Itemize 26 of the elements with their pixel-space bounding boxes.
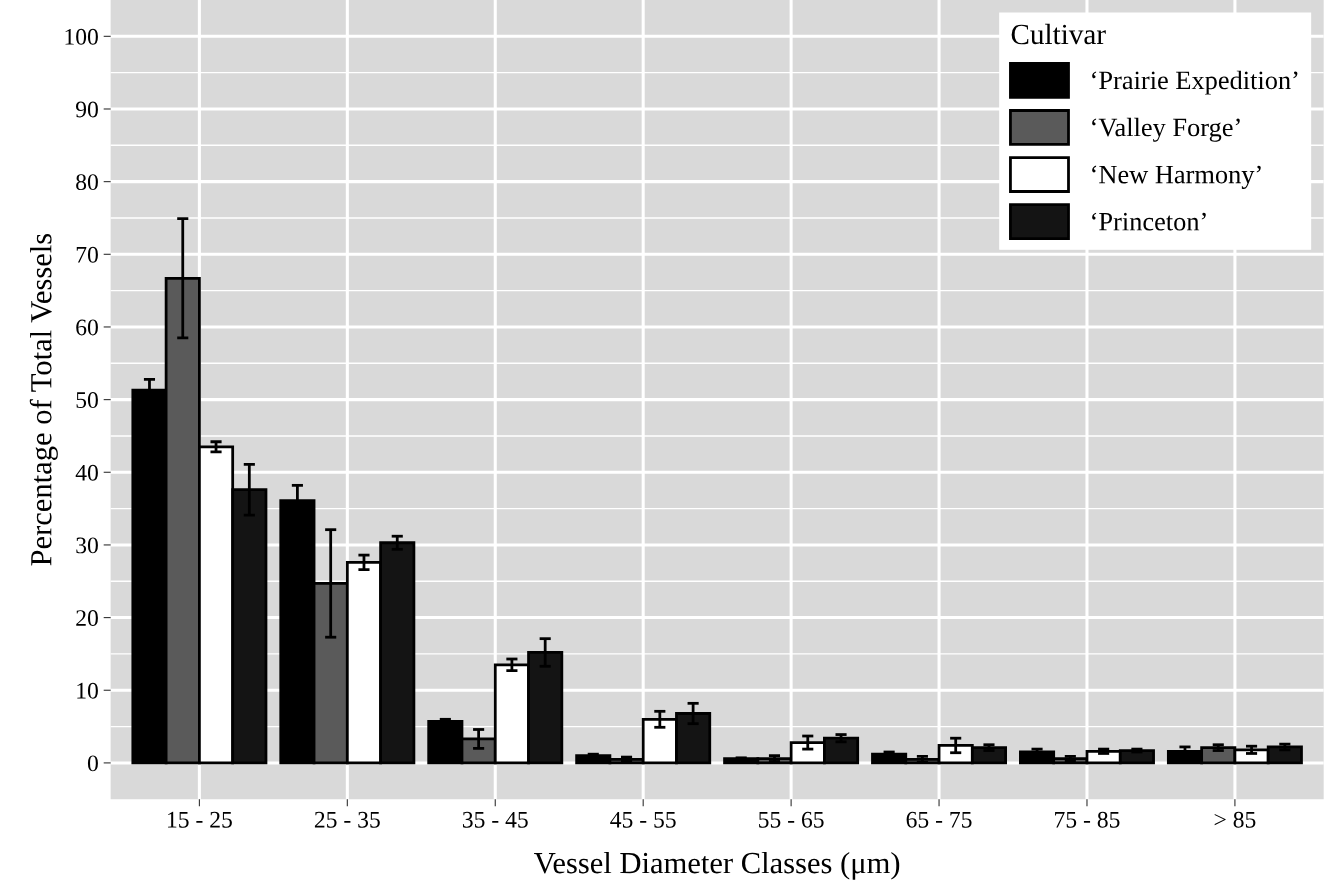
legend-label: ‘Prairie Expedition’ <box>1092 70 1298 95</box>
y-tick-label: 20 <box>76 610 98 627</box>
x-axis-title: Vessel Diameter Classes (μm) <box>534 851 900 880</box>
y-tick-label: 60 <box>76 319 98 336</box>
x-tick-label: 35 - 45 <box>462 811 528 828</box>
legend-title: Cultivar <box>1011 23 1106 45</box>
x-tick-label: 55 - 65 <box>759 811 824 828</box>
x-tick-label: 45 - 55 <box>610 811 676 828</box>
x-tick-label: 65 - 75 <box>906 811 972 828</box>
x-tick-label: 15 - 25 <box>168 811 232 828</box>
y-tick-label: 70 <box>76 246 98 263</box>
legend-label: ‘Princeton’ <box>1092 212 1206 231</box>
x-tick-label: 75 - 85 <box>1055 811 1120 828</box>
y-tick-label: 50 <box>76 392 98 409</box>
y-tick-label: 40 <box>75 464 98 481</box>
y-tick-label: 80 <box>76 174 98 191</box>
y-tick-label: 100 <box>65 28 98 45</box>
legend-label: ‘Valley Forge’ <box>1092 117 1240 142</box>
x-tick-label: > 85 <box>1214 811 1256 828</box>
y-tick-label: 10 <box>77 682 98 699</box>
y-tick-label: 30 <box>76 537 98 554</box>
legend-label: ‘New Harmony’ <box>1092 165 1261 189</box>
y-axis-title: Percentage of Total Vessels <box>29 233 58 566</box>
y-tick-label: 90 <box>75 101 98 118</box>
y-tick-label: 0 <box>87 755 98 772</box>
x-tick-label: 25 - 35 <box>314 811 380 828</box>
